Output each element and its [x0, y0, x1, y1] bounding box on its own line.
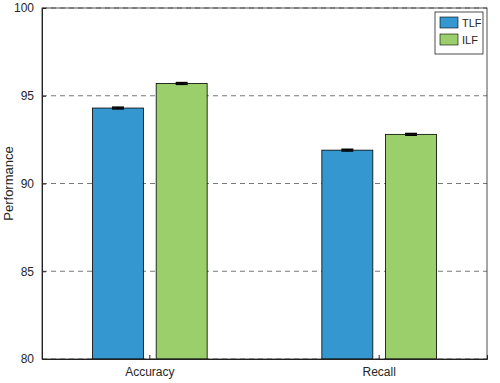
legend-entry: ILF: [440, 34, 478, 46]
x-axis-line: [43, 355, 488, 360]
bar: [386, 134, 437, 359]
x-axis: Accuracy Recall: [43, 355, 488, 379]
error-cap: [176, 82, 188, 84]
bar: [322, 150, 373, 359]
grid-line: [42, 95, 487, 96]
error-cap: [112, 106, 124, 108]
legend-entry: TLF: [440, 17, 482, 29]
x-tick-mark: [379, 355, 380, 359]
x-tick: Recall: [363, 355, 396, 379]
y-tick: 85: [21, 265, 46, 279]
bars: [92, 83, 436, 359]
y-tick-label: 90: [21, 177, 35, 191]
bar: [92, 108, 143, 359]
y-tick-label: 85: [21, 265, 35, 279]
y-tick-mark: [42, 8, 46, 9]
y-tick-mark: [42, 271, 46, 272]
legend-label: TLF: [462, 17, 482, 29]
legend-box: [435, 12, 483, 54]
y-tick-mark: [42, 184, 46, 185]
error-cap: [176, 84, 188, 86]
frame: [42, 8, 487, 359]
y-axis-line: [43, 9, 47, 360]
x-tick-label: Recall: [363, 365, 396, 379]
bar: [156, 83, 207, 359]
y-tick-label: 100: [14, 1, 34, 15]
error-bar: [112, 107, 124, 109]
error-bar: [176, 83, 188, 85]
error-cap: [405, 134, 417, 136]
legend-swatch: [440, 34, 458, 45]
grid: [42, 8, 487, 359]
error-cap: [341, 150, 353, 152]
y-tick-mark: [42, 96, 46, 97]
error-cap: [405, 133, 417, 135]
y-tick: 100: [14, 1, 46, 15]
y-tick-label: 80: [21, 352, 35, 366]
x-tick-label: Accuracy: [125, 365, 174, 379]
y-tick: 95: [21, 89, 46, 103]
chart: 80 85 90 95 100 Accuracy Recall TLF ILF Performan…: [0, 0, 500, 383]
y-axis-title: Performance: [1, 146, 16, 220]
legend: TLF ILF: [435, 12, 483, 54]
error-cap: [112, 108, 124, 110]
x-tick: Accuracy: [125, 355, 174, 379]
y-tick-label: 95: [21, 89, 35, 103]
error-cap: [341, 149, 353, 151]
error-bar: [405, 133, 417, 135]
error-bar: [341, 149, 353, 151]
legend-label: ILF: [462, 34, 478, 46]
legend-swatch: [440, 17, 458, 28]
y-tick: 90: [21, 177, 46, 191]
x-tick-mark: [149, 355, 150, 359]
plot: 80 85 90 95 100 Accuracy Recall TLF ILF: [14, 1, 488, 378]
y-axis: 80 85 90 95 100: [14, 1, 46, 366]
